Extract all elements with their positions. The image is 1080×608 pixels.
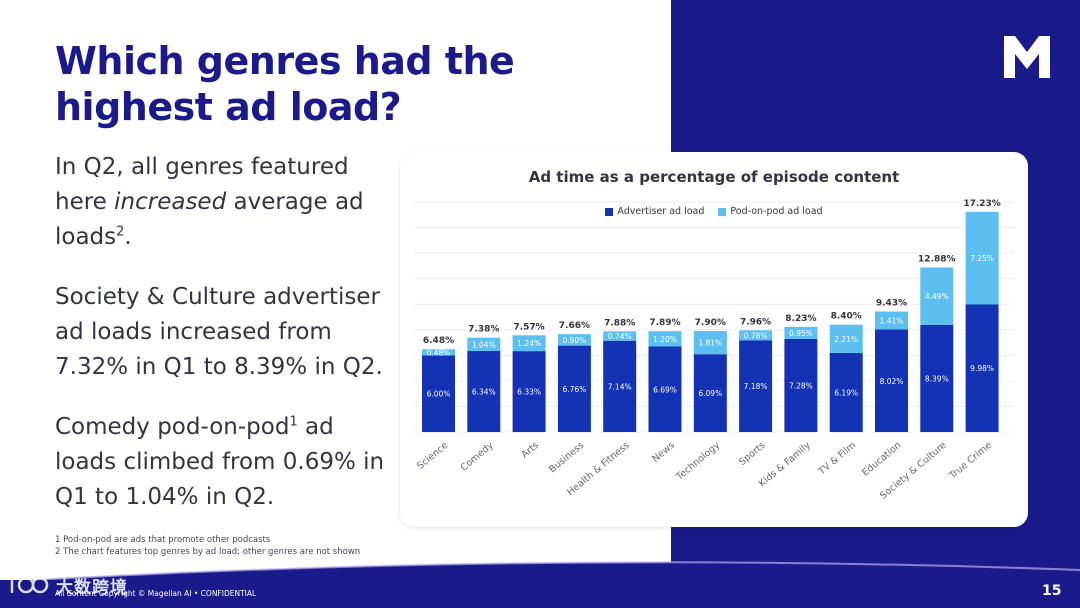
data-label-pod-on-pod: 0.90% [562,336,586,345]
bar-pod-on-pod [467,337,501,351]
footnote-1: 1 Pod-on-pod are ads that promote other … [55,535,271,545]
bar-pod-on-pod [920,267,954,325]
x-tick-label: Science [415,440,450,472]
page-number: 15 [1042,583,1062,599]
bar-advertiser [422,355,455,432]
data-label-total: 9.43% [876,299,907,309]
bar-advertiser [512,351,546,432]
legend-label-advertiser: Advertiser ad load [617,206,705,217]
confidential-notice: All Content Copyright © Magellan AI • CO… [55,589,257,598]
footer-band [0,580,1080,608]
data-label-advertiser: 8.02% [880,377,904,386]
bar-advertiser [693,354,727,432]
chart-card: 6.00% 0.48% 6.48% Science 6.34% 1.04% 7.38% Com… [400,152,1028,527]
legend-swatch-pod-on-pod [718,207,727,216]
bar-advertiser [965,304,999,432]
insight-paragraph-2: Society & Culture advertiser ad loads in… [55,284,383,380]
watermark: 大数跨境 [8,572,128,598]
data-label-pod-on-pod: 2.21% [834,335,858,344]
data-label-pod-on-pod: 0.48% [427,348,451,357]
legend-item-pod-on-pod: Pod-on-pod ad load [718,206,823,217]
legend-swatch-advertiser [605,207,614,216]
bar-advertiser [829,352,863,432]
stacked-bar-chart: 6.00% 0.48% 6.48% Science 6.34% 1.04% 7.38% Com… [414,199,1014,502]
bar-advertiser [648,346,682,432]
data-label-advertiser: 7.18% [744,382,768,391]
data-label-pod-on-pod: 0.78% [744,331,768,340]
legend-label-pod-on-pod: Pod-on-pod ad load [730,206,823,217]
data-label-pod-on-pod: 4.49% [925,292,949,301]
x-tick-label: News [650,440,677,465]
data-label-pod-on-pod: 1.41% [880,317,904,326]
data-label-total: 8.23% [785,314,816,324]
bar-pod-on-pod [603,331,637,341]
data-label-pod-on-pod: 1.81% [698,339,722,348]
data-label-total: 8.40% [831,312,862,322]
x-tick-label: Arts [519,440,541,461]
data-label-pod-on-pod: 1.20% [653,335,677,344]
bar-pod-on-pod [648,331,682,347]
data-label-advertiser: 8.39% [925,374,949,383]
data-label-advertiser: 6.19% [834,388,858,397]
x-tick-label: Technology [674,440,723,484]
data-label-advertiser: 7.14% [608,382,632,391]
data-label-total: 17.23% [963,199,1001,209]
bar-advertiser [784,338,818,432]
bar-advertiser [920,324,954,432]
x-tick-label: TV & Film [816,440,858,478]
bar-advertiser [467,350,501,432]
data-label-pod-on-pod: 1.04% [472,340,496,349]
data-label-pod-on-pod: 1.24% [517,339,541,348]
bar-pod-on-pod [875,311,908,330]
chart-title: Ad time as a percentage of episode conte… [528,168,900,186]
bar-pod-on-pod [693,331,727,355]
data-label-total: 6.48% [423,336,454,346]
data-label-advertiser: 6.09% [698,389,722,398]
x-tick-label: Comedy [459,440,496,474]
chart-legend: Advertiser ad load Pod-on-pod ad load [400,206,1028,217]
bar-pod-on-pod [739,330,773,341]
data-label-total: 7.96% [740,317,771,327]
x-tick-label: Business [547,440,586,475]
data-label-total: 7.88% [604,318,635,328]
data-label-total: 7.90% [695,318,726,328]
bar-pod-on-pod [512,335,546,352]
bar-pod-on-pod [557,334,591,346]
data-label-total: 12.88% [918,254,956,264]
data-label-advertiser: 9.98% [970,364,994,373]
data-label-advertiser: 6.69% [653,385,677,394]
data-label-pod-on-pod: 7.25% [970,254,994,263]
bar-advertiser [603,340,637,432]
bar-advertiser [875,329,908,432]
bar-advertiser [557,345,591,432]
bar-advertiser [739,340,773,432]
data-label-advertiser: 6.34% [472,387,496,396]
x-tick-label: True Crime [947,440,994,482]
magellan-logo-icon [1004,36,1050,80]
data-label-total: 7.89% [649,318,680,328]
bar-pod-on-pod [829,324,863,353]
x-tick-label: Sports [737,440,767,468]
insight-paragraph-3: Comedy pod-on-pod1 ad loads climbed from… [55,414,385,510]
data-label-total: 7.66% [559,321,590,331]
bar-pod-on-pod [965,211,999,305]
legend-item-advertiser: Advertiser ad load [605,206,704,217]
data-label-pod-on-pod: 0.74% [608,332,632,341]
data-label-pod-on-pod: 0.95% [789,329,813,338]
data-label-total: 7.57% [513,322,544,332]
bar-pod-on-pod [422,349,455,356]
bar-pod-on-pod [784,326,818,339]
data-label-advertiser: 6.76% [562,385,586,394]
x-tick-label: Education [860,440,903,479]
footnote-2: 2 The chart features top genres by ad lo… [55,547,361,557]
data-label-advertiser: 7.28% [789,381,813,390]
watermark-text: 大数跨境 [56,577,128,598]
slide-title: Which genres had the highest ad load? [55,39,515,129]
footnotes: 1 Pod-on-pod are ads that promote other … [55,534,360,558]
data-label-advertiser: 6.33% [517,388,541,397]
watermark-logo-icon [10,576,49,594]
data-label-advertiser: 6.00% [427,390,451,399]
insight-paragraph-1: In Q2, all genres featured here increase… [55,154,364,250]
data-label-total: 7.38% [468,325,499,335]
